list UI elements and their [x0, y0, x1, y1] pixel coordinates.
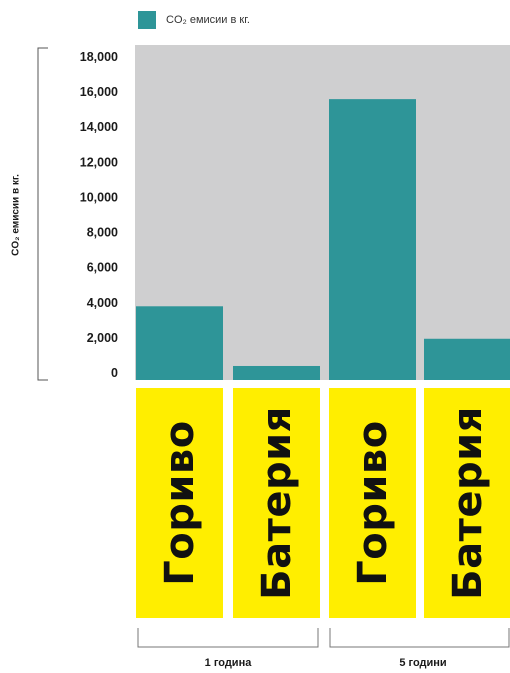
y-tick-label: 8,000 — [87, 226, 118, 240]
y-tick-label: 4,000 — [87, 296, 118, 310]
group-bracket — [138, 628, 318, 647]
bar — [233, 366, 320, 380]
category-box: Гориво — [136, 388, 223, 618]
y-tick-label: 10,000 — [80, 190, 118, 204]
y-tick-label: 2,000 — [87, 331, 118, 345]
y-tick-label: 18,000 — [80, 50, 118, 64]
category-box: Гориво — [329, 388, 416, 618]
category-label: Гориво — [157, 420, 203, 585]
y-axis-bracket — [38, 48, 48, 380]
group-label: 1 година — [133, 657, 323, 669]
y-tick-label: 16,000 — [80, 85, 118, 99]
category-box: Батерия — [233, 388, 320, 618]
category-label: Гориво — [350, 420, 396, 585]
y-tick-label: 6,000 — [87, 261, 118, 275]
category-label: Батерия — [445, 406, 491, 600]
group-label: 5 години — [328, 657, 510, 669]
bar — [424, 339, 510, 380]
bar — [136, 306, 223, 380]
y-tick-label: 14,000 — [80, 120, 118, 134]
category-box: Батерия — [424, 388, 510, 618]
group-bracket — [330, 628, 509, 647]
y-tick-label: 12,000 — [80, 155, 118, 169]
category-label: Батерия — [254, 406, 300, 600]
bar — [329, 99, 416, 380]
y-tick-label: 0 — [111, 366, 118, 380]
